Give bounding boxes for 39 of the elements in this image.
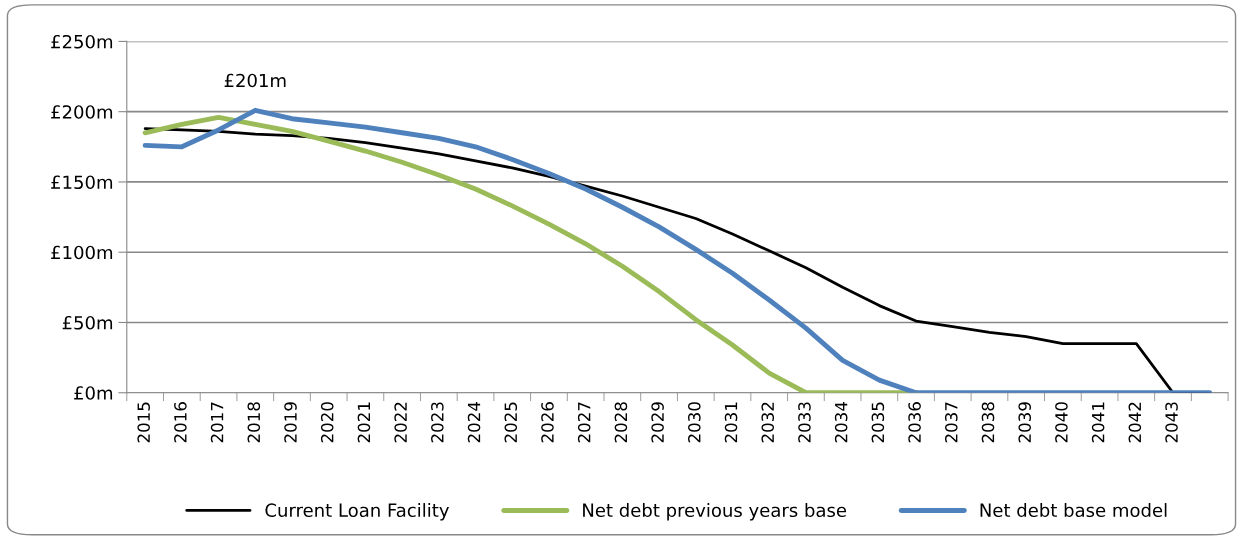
legend-label: Net debt base model: [980, 503, 1167, 518]
x-tick-label: 2023: [431, 402, 444, 443]
x-tick-label: 2017: [210, 402, 224, 443]
y-tick-label: £100m: [51, 245, 113, 260]
x-tick-label: 2015: [137, 402, 150, 443]
x-tick-label: 2022: [394, 402, 407, 443]
x-tick-label: 2016: [174, 402, 187, 443]
x-tick-label: 2035: [871, 402, 885, 443]
y-tick-label: £0m: [74, 386, 113, 400]
x-tick-label: 2021: [357, 402, 371, 443]
annotation: £201m: [224, 73, 286, 88]
x-tick-label: 2019: [284, 402, 297, 443]
y-tick-label: £200m: [51, 105, 113, 119]
x-tick-label: 2034: [834, 402, 848, 443]
x-tick-label: 2027: [577, 402, 591, 443]
x-tick-label: 2020: [320, 402, 334, 443]
x-tick-label: 2042: [1128, 402, 1142, 443]
x-tick-label: 2018: [247, 402, 261, 443]
legend-label: Net debt previous years base: [583, 503, 847, 521]
x-tick-label: 2038: [981, 402, 995, 443]
y-tick-label: £250m: [51, 34, 113, 49]
legend-label: Current Loan Facility: [265, 503, 449, 521]
x-tick-label: 2026: [541, 402, 554, 443]
x-tick-label: 2041: [1091, 402, 1105, 443]
x-tick-label: 2043: [1165, 402, 1178, 443]
x-tick-label: 2033: [798, 402, 811, 443]
x-tick-label: 2037: [944, 402, 958, 443]
y-tick-label: £150m: [51, 175, 113, 190]
y-tick-label: £50m: [62, 315, 113, 330]
x-tick-label: 2028: [614, 402, 628, 443]
x-tick-label: 2025: [504, 402, 518, 443]
x-tick-label: 2036: [908, 402, 921, 443]
x-tick-label: 2032: [761, 402, 775, 443]
x-tick-label: 2029: [651, 402, 664, 443]
x-tick-label: 2040: [1055, 402, 1068, 443]
x-tick-label: 2030: [688, 402, 701, 443]
x-tick-label: 2039: [1018, 402, 1032, 443]
x-tick-label: 2024: [467, 402, 481, 443]
x-tick-label: 2031: [724, 402, 738, 443]
